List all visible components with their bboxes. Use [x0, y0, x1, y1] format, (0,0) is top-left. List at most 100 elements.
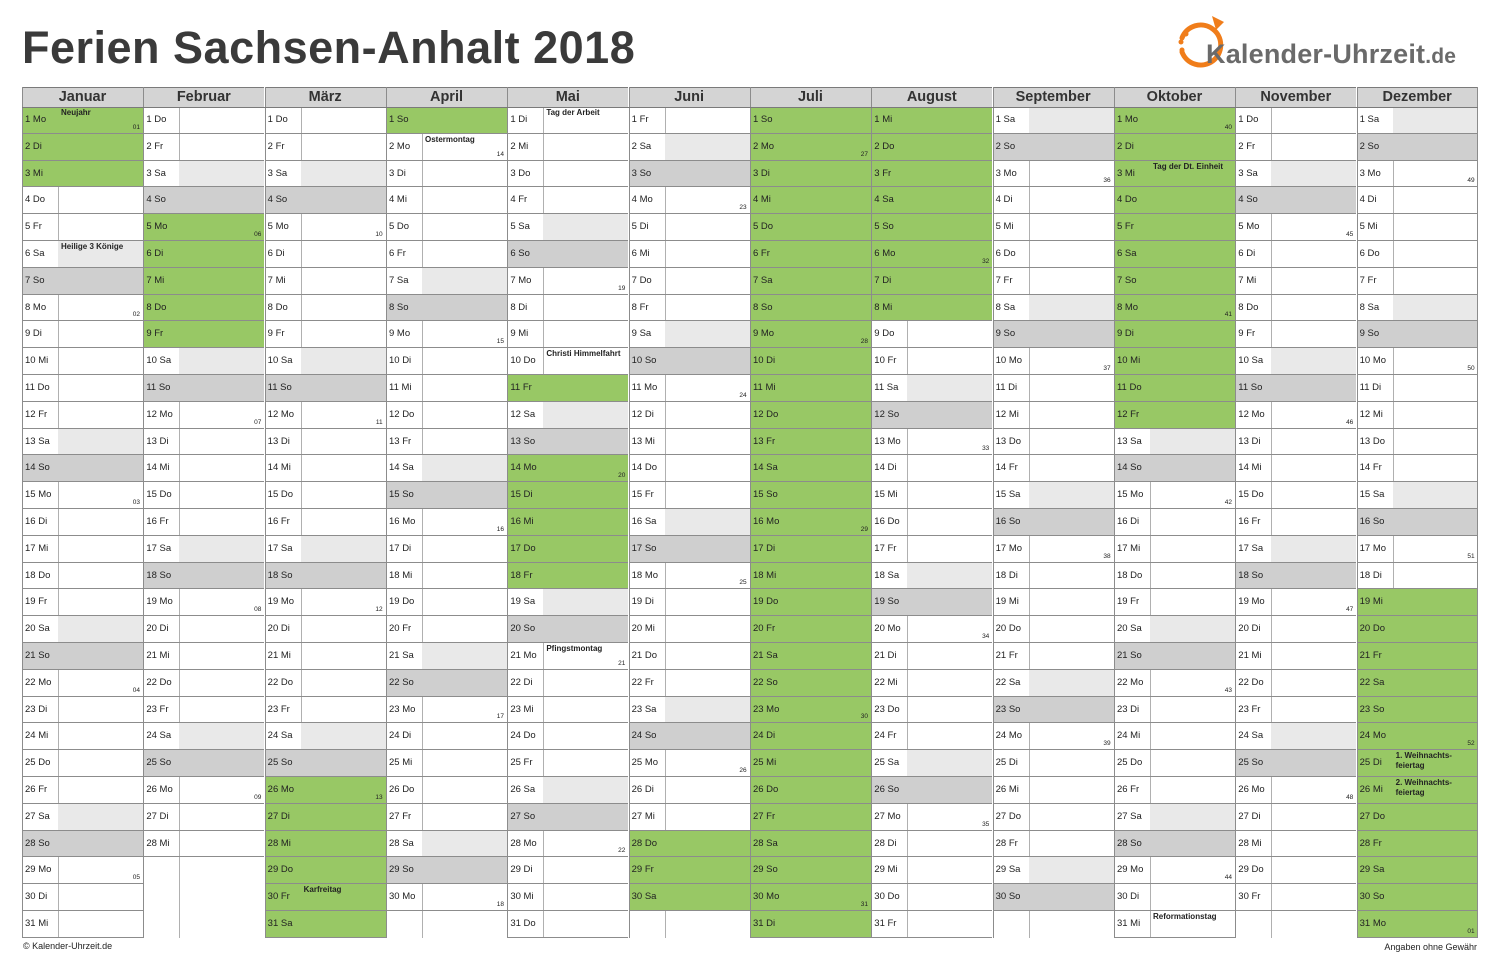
day-cell[interactable]	[1149, 803, 1235, 830]
day-cell[interactable]	[1271, 268, 1356, 294]
day-row[interactable]: 23 Fr	[264, 697, 386, 724]
day-row[interactable]: 18 Mi	[385, 563, 507, 590]
day-cell[interactable]: 05	[58, 857, 143, 883]
day-row[interactable]: 30 Fr	[1235, 884, 1357, 911]
day-row[interactable]: 22 So	[749, 669, 871, 697]
day-row[interactable]: 27 Di	[143, 804, 265, 831]
day-row[interactable]: 38 17 Mo	[992, 536, 1114, 563]
day-row[interactable]: 8 Sa	[1356, 294, 1478, 322]
day-row[interactable]: 22 Fr	[628, 670, 750, 697]
day-cell[interactable]	[1271, 535, 1357, 562]
day-row[interactable]: 31 Do	[507, 911, 629, 938]
day-cell[interactable]	[179, 562, 265, 589]
day-cell[interactable]	[179, 321, 265, 348]
day-row[interactable]: 6 Do	[992, 241, 1114, 268]
day-row[interactable]: 2 So	[1356, 133, 1478, 161]
day-row[interactable]: 6 Di	[264, 241, 386, 268]
day-row[interactable]: 3 Fr	[871, 160, 993, 188]
day-row[interactable]: 48 26 Mo	[1235, 777, 1357, 804]
day-row[interactable]: 23 4 Mo	[628, 187, 750, 215]
day-cell[interactable]	[1271, 134, 1356, 160]
day-cell[interactable]	[1392, 321, 1478, 348]
day-row[interactable]: 13 Di	[143, 429, 265, 456]
day-row[interactable]: 15 Mi	[871, 482, 993, 509]
day-row[interactable]: 7 So	[1113, 267, 1235, 295]
day-cell[interactable]	[907, 643, 992, 669]
day-row[interactable]: 25 Mi	[385, 750, 507, 777]
day-row[interactable]: 7 Mi	[1235, 268, 1357, 295]
day-row[interactable]: 2 Sa	[628, 133, 750, 161]
day-cell[interactable]	[665, 482, 750, 508]
day-cell[interactable]	[543, 616, 629, 642]
day-row[interactable]: 21 Sa	[749, 643, 871, 670]
day-cell[interactable]	[543, 589, 629, 616]
day-row[interactable]: 19 Do	[385, 589, 507, 617]
day-cell[interactable]	[785, 803, 871, 830]
day-cell[interactable]	[907, 455, 992, 481]
day-cell[interactable]	[665, 268, 750, 294]
day-row[interactable]: 19 Mi	[992, 589, 1114, 617]
day-row[interactable]: 8 Do	[264, 295, 386, 322]
day-cell[interactable]	[301, 107, 386, 133]
day-row[interactable]: 5 Sa	[507, 214, 629, 241]
day-row[interactable]: 7 Do	[628, 268, 750, 295]
day-row[interactable]: 18 Di	[992, 563, 1114, 590]
day-row[interactable]: 4 Di	[992, 187, 1114, 215]
day-row[interactable]: 23 Di	[22, 697, 143, 724]
day-cell[interactable]	[1271, 321, 1356, 347]
day-cell[interactable]: Reformationstag	[1150, 911, 1235, 937]
day-row[interactable]: 17 Mi	[1113, 536, 1235, 563]
day-row[interactable]: 2 So	[992, 133, 1114, 161]
day-cell[interactable]	[1149, 643, 1235, 669]
day-row[interactable]: 11 Mi	[385, 375, 507, 402]
day-row[interactable]: 26 Mi	[992, 777, 1114, 804]
day-row[interactable]: 22 Do	[143, 670, 265, 697]
day-row[interactable]: 9 Do	[871, 321, 993, 349]
day-row[interactable]: Neujahr 01 1 Mo	[22, 107, 143, 134]
day-row[interactable]: 23 So	[992, 696, 1114, 724]
day-row[interactable]: 12 Do	[749, 401, 871, 429]
day-row[interactable]: 28 Sa	[385, 830, 507, 858]
day-row[interactable]: 13 Di	[264, 429, 386, 456]
day-cell[interactable]	[907, 777, 993, 803]
day-row[interactable]: 20 Di	[264, 616, 386, 643]
day-cell[interactable]	[422, 616, 507, 642]
day-row[interactable]: 19 Do	[749, 589, 871, 617]
day-cell[interactable]	[422, 536, 507, 562]
day-row[interactable]: 29 Di	[507, 857, 629, 885]
day-row[interactable]: 20 Do	[992, 616, 1114, 643]
day-row[interactable]: 26 Do	[749, 777, 871, 804]
day-cell[interactable]: 22	[543, 831, 628, 857]
day-cell[interactable]	[422, 402, 507, 428]
day-cell[interactable]	[665, 589, 750, 615]
day-cell[interactable]	[665, 643, 750, 669]
day-row[interactable]: 30 So	[992, 884, 1114, 911]
day-cell[interactable]	[58, 723, 143, 749]
day-cell[interactable]	[907, 723, 992, 749]
day-row[interactable]: 5 Di	[628, 214, 750, 241]
day-cell[interactable]: 20	[543, 455, 629, 482]
day-row[interactable]: 35 27 Mo	[871, 804, 993, 831]
day-row[interactable]: 24 Mi	[1113, 723, 1235, 751]
day-cell[interactable]	[421, 643, 507, 669]
day-row[interactable]: 12 Di	[628, 402, 750, 429]
day-row[interactable]: 11 Sa	[871, 375, 993, 402]
day-cell[interactable]	[179, 160, 265, 187]
day-cell[interactable]	[1029, 455, 1114, 481]
day-row[interactable]: 25 So	[143, 750, 265, 777]
day-cell[interactable]	[1029, 375, 1114, 401]
day-cell[interactable]: 11	[301, 402, 386, 428]
day-cell[interactable]	[1392, 294, 1478, 321]
day-cell[interactable]: 08	[179, 589, 264, 615]
day-cell[interactable]	[421, 830, 507, 857]
day-cell[interactable]	[907, 187, 993, 214]
day-cell[interactable]	[1393, 214, 1478, 240]
day-row[interactable]: 7 Fr	[1356, 268, 1478, 295]
day-cell[interactable]: 41	[1149, 294, 1235, 321]
day-row[interactable]: 16 Sa	[628, 509, 750, 536]
day-row[interactable]: 03 15 Mo	[22, 482, 143, 509]
day-cell[interactable]	[1029, 750, 1114, 776]
day-cell[interactable]	[785, 375, 871, 401]
day-cell[interactable]: Pfingstmontag 21	[543, 643, 628, 669]
day-cell[interactable]	[1149, 241, 1235, 267]
